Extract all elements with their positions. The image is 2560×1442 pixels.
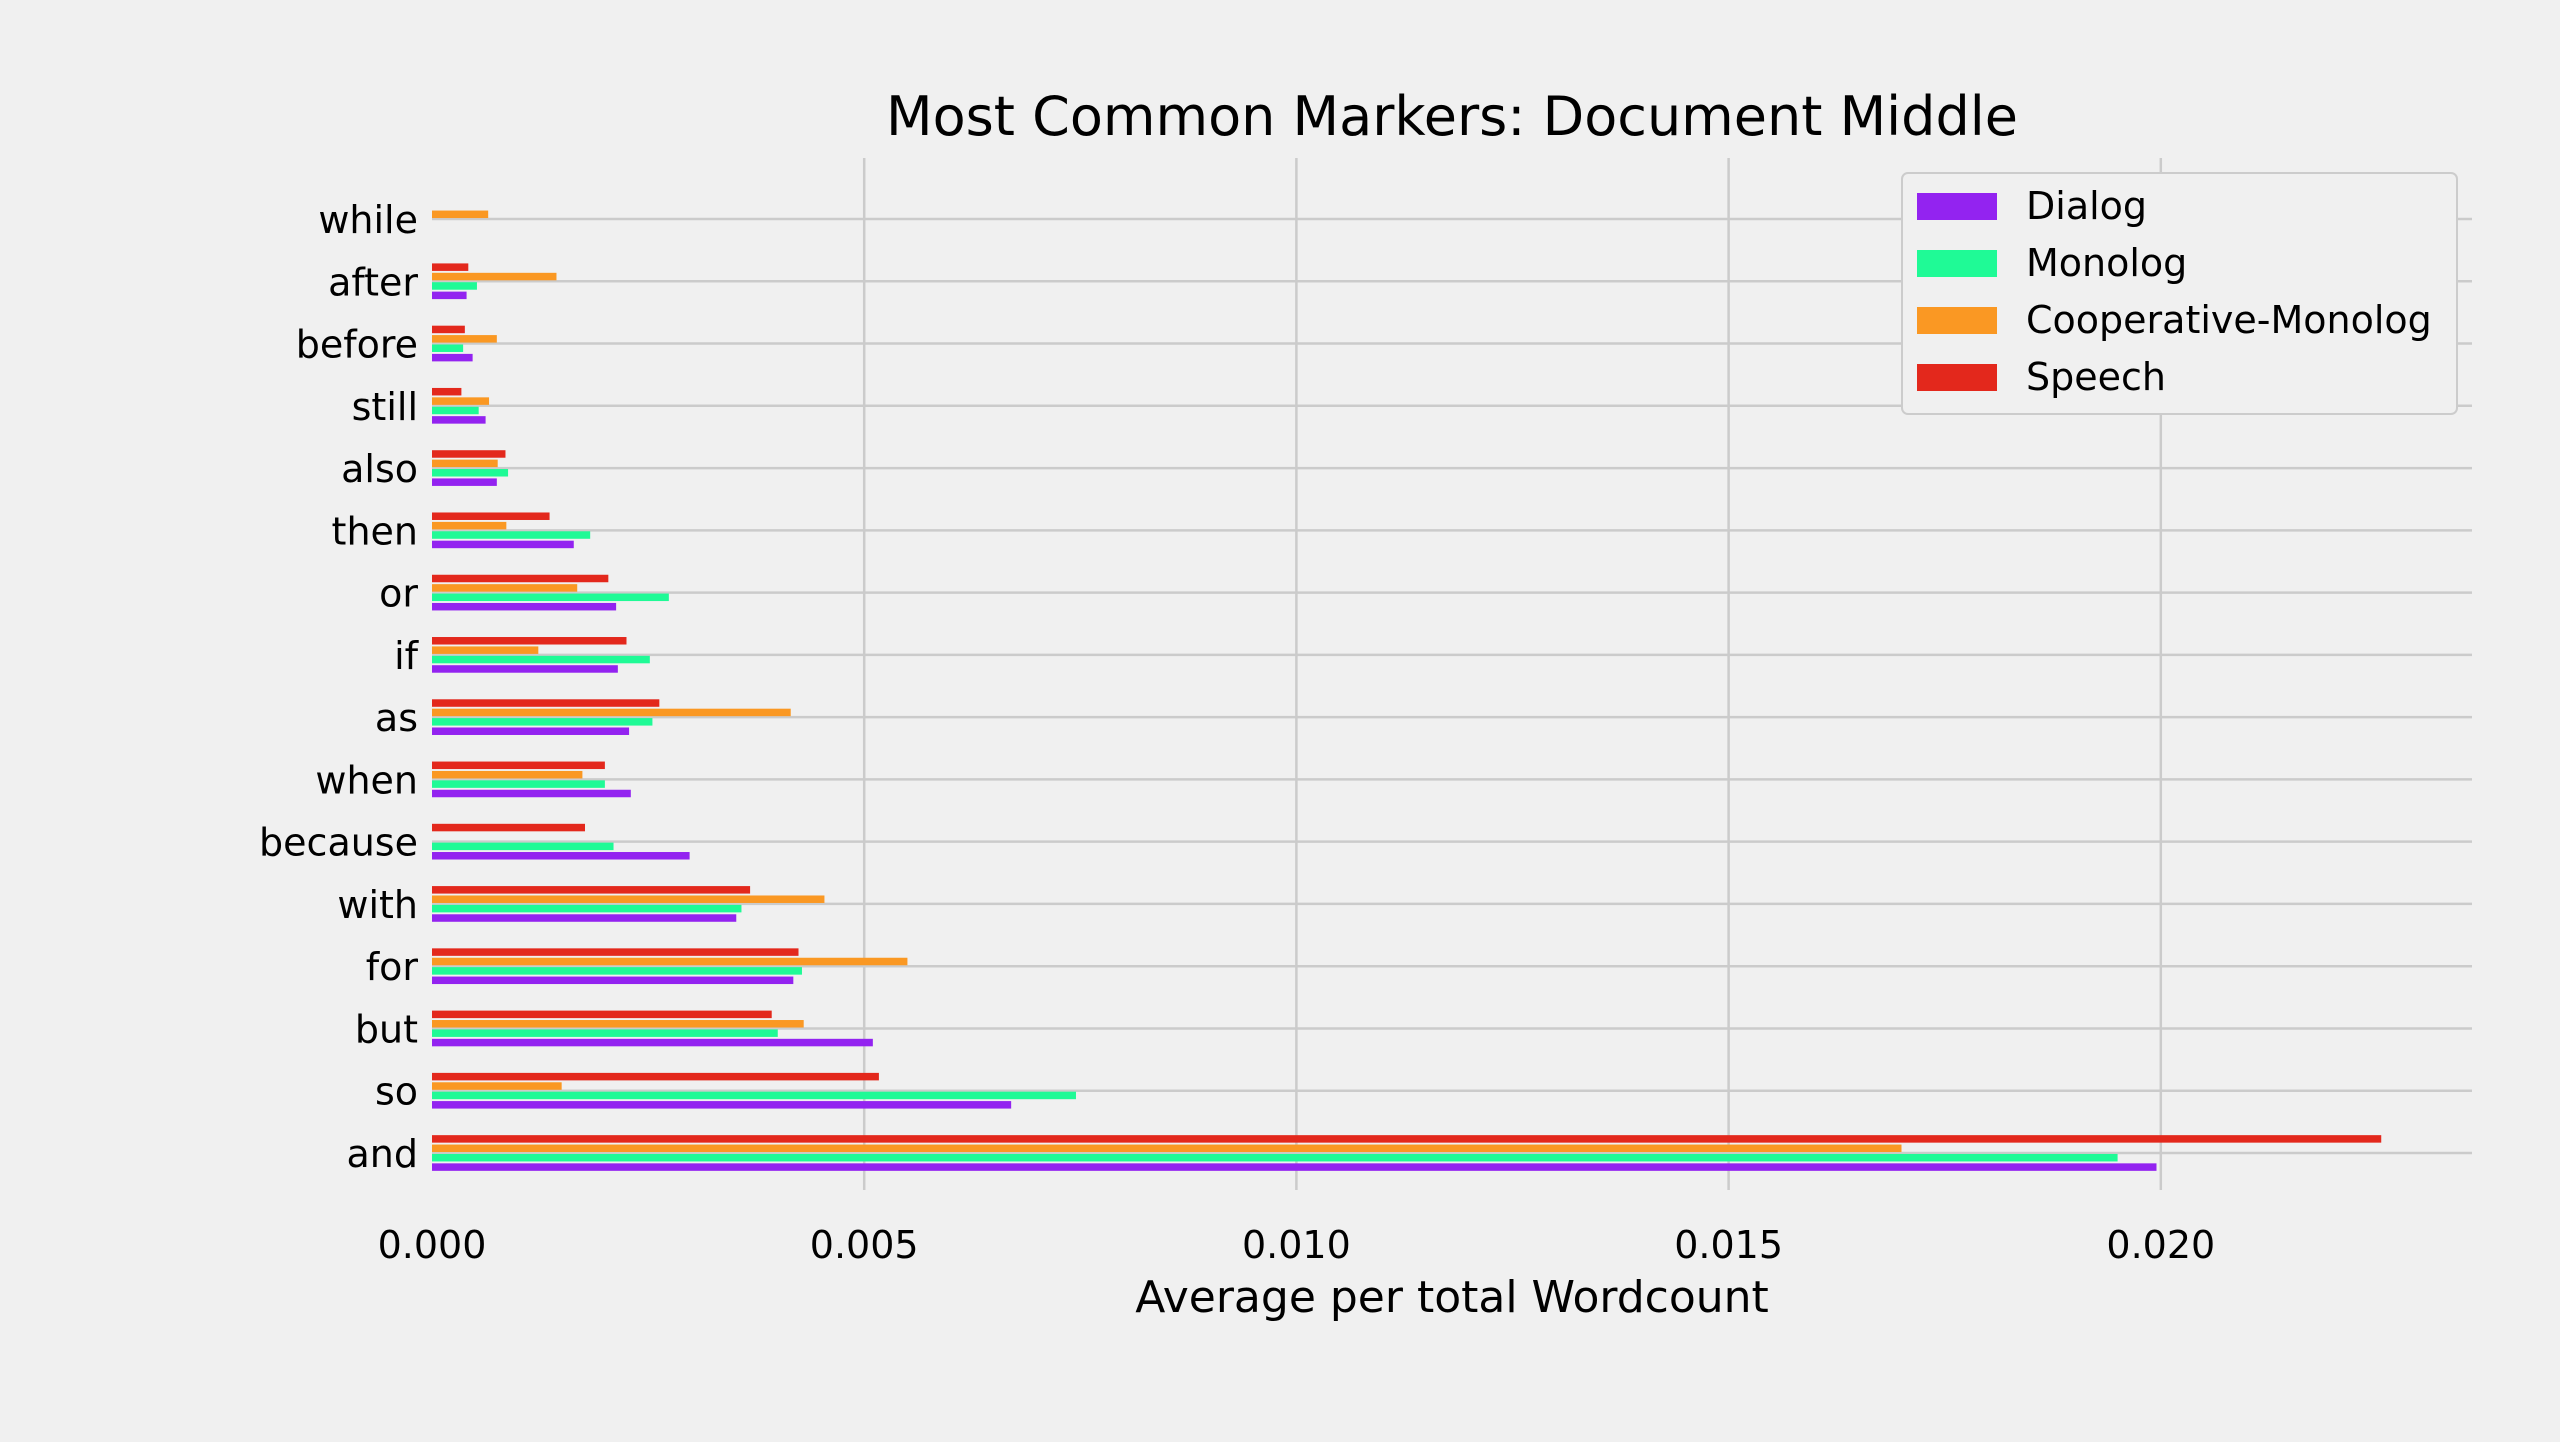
y-tick-label: with bbox=[337, 883, 418, 927]
bar bbox=[432, 823, 585, 832]
bar bbox=[432, 708, 791, 717]
bar bbox=[432, 602, 617, 611]
x-tick-label: 0.005 bbox=[810, 1223, 919, 1267]
bar bbox=[432, 1010, 772, 1019]
bar bbox=[432, 852, 690, 860]
legend-box bbox=[1901, 172, 2458, 415]
bar bbox=[432, 727, 630, 735]
bar bbox=[432, 770, 583, 779]
bar bbox=[432, 665, 618, 673]
bar bbox=[432, 593, 669, 602]
y-tick-label: after bbox=[328, 260, 418, 304]
y-tick-label: for bbox=[366, 945, 419, 989]
bar bbox=[432, 272, 557, 281]
y-tick-label: while bbox=[318, 198, 418, 242]
bar bbox=[432, 478, 497, 486]
bar bbox=[432, 574, 609, 583]
bar bbox=[432, 895, 825, 903]
legend-swatch bbox=[1917, 250, 1997, 277]
bar bbox=[432, 459, 498, 468]
x-tick-label: 0.000 bbox=[378, 1223, 487, 1267]
bar bbox=[432, 976, 794, 985]
legend-swatch bbox=[1917, 307, 1997, 334]
bar bbox=[432, 397, 490, 405]
bar bbox=[432, 1082, 562, 1090]
bar bbox=[432, 387, 462, 396]
bar bbox=[432, 780, 605, 788]
bars bbox=[432, 210, 2382, 1171]
bar bbox=[432, 584, 578, 592]
bar bbox=[432, 1020, 804, 1028]
y-tick-label: before bbox=[296, 323, 418, 367]
bar bbox=[432, 886, 751, 894]
bar bbox=[432, 325, 465, 334]
bar bbox=[432, 637, 627, 645]
y-tick-label: then bbox=[332, 509, 418, 553]
bar bbox=[432, 263, 469, 271]
y-tick-label: still bbox=[352, 385, 418, 429]
bar bbox=[432, 469, 509, 477]
y-tick-label: if bbox=[394, 634, 420, 678]
bar bbox=[432, 1163, 2157, 1171]
bar bbox=[432, 335, 497, 343]
chart-title: Most Common Markers: Document Middle bbox=[886, 85, 2018, 148]
y-tick-label: as bbox=[375, 696, 418, 740]
legend-label: Dialog bbox=[2026, 184, 2147, 228]
legend-swatch bbox=[1917, 364, 1997, 391]
bar bbox=[432, 646, 539, 654]
bar bbox=[432, 1153, 2118, 1162]
bar bbox=[432, 512, 550, 520]
bar bbox=[432, 1038, 873, 1047]
legend-label: Monolog bbox=[2026, 241, 2187, 285]
bar bbox=[432, 948, 799, 956]
bar bbox=[432, 450, 506, 458]
bar bbox=[432, 789, 631, 798]
x-tick-label: 0.010 bbox=[1242, 1223, 1351, 1267]
y-tick-label: so bbox=[375, 1070, 418, 1114]
x-tick-label: 0.015 bbox=[1674, 1223, 1783, 1267]
legend-label: Speech bbox=[2026, 355, 2166, 399]
bar bbox=[432, 521, 507, 530]
y-tick-label: and bbox=[347, 1132, 419, 1176]
bar bbox=[432, 540, 574, 549]
bar bbox=[432, 1101, 1012, 1109]
bar bbox=[432, 291, 467, 300]
y-tick-label: because bbox=[259, 821, 418, 865]
bar bbox=[432, 655, 650, 664]
y-tick-label: or bbox=[379, 572, 418, 616]
y-tick-label: but bbox=[355, 1007, 418, 1051]
bar bbox=[432, 967, 802, 975]
bar bbox=[432, 210, 489, 219]
bar bbox=[432, 914, 737, 922]
y-tick-labels: and so but for with because when as if or then also… bbox=[259, 198, 420, 1176]
bar bbox=[432, 344, 464, 352]
legend-swatch bbox=[1917, 193, 1997, 220]
bar bbox=[432, 416, 486, 424]
bar bbox=[432, 718, 653, 726]
bar bbox=[432, 1072, 879, 1081]
legend-label: Cooperative-Monolog bbox=[2026, 298, 2432, 342]
bar bbox=[432, 699, 660, 707]
legend: Dialog Monolog Cooperative-Monolog Speech bbox=[1901, 172, 2458, 415]
bar bbox=[432, 353, 473, 362]
x-tick-label: 0.020 bbox=[2106, 1223, 2215, 1267]
bar bbox=[432, 406, 479, 415]
y-tick-label: also bbox=[341, 447, 418, 491]
x-tick-labels: 0.000 0.005 0.010 0.015 0.020 bbox=[378, 1223, 2216, 1267]
bar bbox=[432, 1091, 1076, 1100]
bar bbox=[432, 904, 742, 913]
y-tick-label: when bbox=[315, 758, 418, 802]
bar bbox=[432, 842, 614, 851]
bar bbox=[432, 1135, 2382, 1143]
bar bbox=[432, 282, 477, 290]
bar bbox=[432, 761, 605, 770]
bar bbox=[432, 1029, 778, 1037]
bar bbox=[432, 1144, 1902, 1153]
grid bbox=[432, 158, 2472, 1190]
x-axis-label: Average per total Wordcount bbox=[1135, 1272, 1769, 1323]
bar bbox=[432, 531, 591, 539]
bar bbox=[432, 957, 908, 966]
